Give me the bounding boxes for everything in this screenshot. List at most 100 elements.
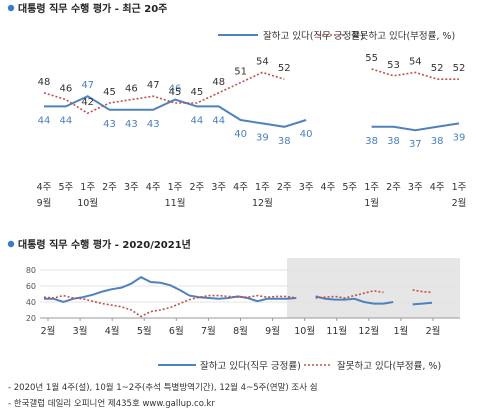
- chart1-plot: 44 44 47 43 43 43 46 44 44 40 39 38 40 38 38 37 38 39 48 46…: [37, 53, 467, 209]
- legend2-approve-label: 잘하고 있다(직무 긍정률): [200, 360, 301, 372]
- x-month-label: 7월: [201, 325, 216, 337]
- disapprove-line-1-seg0: [43, 71, 285, 115]
- x-month-label: 3월: [73, 325, 88, 337]
- approve-label-1: 37: [409, 139, 422, 150]
- x-month-tick: 9월: [37, 197, 52, 209]
- approve-label-1: 44: [191, 115, 204, 126]
- legend1-disapprove-label: 잘못하고 있다(부정률, %): [351, 30, 455, 42]
- x-week-tick: 1주: [80, 182, 95, 193]
- disapprove-line-1-seg1: [371, 68, 459, 80]
- x-month-tick: 10월: [77, 197, 98, 209]
- note-1: - 2020년 1월 4주(설), 10월 1~2주(추석 특별방역기간), 1…: [8, 382, 318, 393]
- approve-label-1: 47: [81, 80, 94, 91]
- x-month-tick: 11월: [165, 197, 186, 209]
- x-week-tick: 1주: [255, 182, 270, 193]
- disapprove-line-2-seg1: [315, 289, 384, 299]
- x-month-label: 5월: [137, 325, 152, 337]
- legend1-approve-label: 잘하고 있다(직무 긍정률): [263, 30, 364, 42]
- x-week-tick: 4주: [146, 182, 161, 193]
- approve-label-1: 38: [365, 136, 378, 147]
- x-week-tick: 5주: [342, 182, 357, 193]
- approve-label-1: 39: [256, 132, 269, 143]
- chart2-plot: 20 40 60 80 2월 3월 4월 5월 6월 7월 8월 9월 10월 11월 12월 1월 2월: [26, 258, 460, 337]
- approve-label-1: 43: [103, 119, 116, 130]
- x-month-label: 2월: [41, 325, 56, 337]
- disapprove-label-1: 54: [409, 56, 422, 67]
- approve-line-2-seg2: [412, 301, 433, 306]
- x-week-tick: 2주: [102, 182, 117, 193]
- x-week-tick: 4주: [37, 182, 52, 193]
- approve-label-1: 43: [147, 119, 160, 130]
- x-week-tick: 3주: [124, 182, 139, 193]
- disapprove-line-2-seg0: [43, 294, 297, 318]
- x-month-label: 6월: [169, 325, 184, 337]
- x-month-tick: 12월: [252, 197, 273, 209]
- disapprove-label-1: 54: [256, 56, 269, 67]
- x-month-label: 4월: [105, 325, 120, 337]
- x-week-tick: 3주: [299, 182, 314, 193]
- recent-period-shade: [287, 258, 460, 318]
- x-month-label: 2월: [426, 325, 441, 337]
- title-bullet-2: [7, 240, 15, 248]
- x-week-tick: 5주: [58, 182, 73, 193]
- y-tick-label: 40: [26, 298, 36, 307]
- x-week-tick: 4주: [321, 182, 336, 193]
- disapprove-label-1: 45: [191, 87, 204, 98]
- disapprove-label-1: 52: [431, 63, 444, 74]
- approve-label-1: 38: [431, 136, 444, 147]
- disapprove-label-1: 46: [59, 84, 72, 95]
- chart2-title: 대통령 직무 수행 평가 - 2020/2021년: [18, 238, 191, 251]
- y-tick-label: 80: [26, 266, 36, 275]
- x-month-label: 12월: [358, 325, 379, 337]
- approve-label-1: 38: [278, 136, 291, 147]
- approve-label-1: 44: [59, 115, 72, 126]
- x-week-tick: 3주: [408, 182, 423, 193]
- approve-label-1: 46: [169, 84, 182, 95]
- legend2-disapprove-label: 잘못하고 있다(부정률, %): [337, 360, 441, 372]
- approve-label-1: 44: [38, 115, 51, 126]
- approve-line-2-seg0: [44, 276, 297, 304]
- x-week-tick: 1주: [168, 182, 183, 193]
- y-tick-label: 60: [26, 282, 36, 291]
- x-month-label: 11월: [326, 325, 347, 337]
- disapprove-label-1: 52: [453, 63, 466, 74]
- disapprove-label-1: 47: [147, 80, 160, 91]
- approve-label-1: 43: [125, 119, 138, 130]
- approve-label-1: 38: [387, 136, 400, 147]
- disapprove-label-1: 48: [212, 77, 225, 88]
- x-week-tick: 4주: [233, 182, 248, 193]
- x-month-label: 8월: [233, 325, 248, 337]
- approve-line-2-seg1: [315, 295, 394, 305]
- x-week-tick: 3주: [211, 182, 226, 193]
- approve-label-1: 40: [234, 129, 247, 140]
- x-week-tick: 2주: [277, 182, 292, 193]
- disapprove-line-2-seg2: [412, 289, 433, 294]
- x-month-label: 1월: [394, 325, 409, 337]
- disapprove-label-1: 45: [103, 87, 116, 98]
- disapprove-label-1: 42: [81, 97, 94, 108]
- x-month-label: 10월: [294, 325, 315, 337]
- approve-label-1: 44: [212, 115, 225, 126]
- disapprove-label-1: 48: [38, 77, 51, 88]
- x-week-tick: 2주: [386, 182, 401, 193]
- disapprove-label-1: 53: [387, 60, 400, 71]
- y-tick-label: 20: [26, 314, 36, 323]
- x-month-tick: 1월: [364, 197, 379, 209]
- disapprove-label-1: 55: [365, 53, 378, 64]
- x-week-tick: 1주: [364, 182, 379, 193]
- x-week-tick: 2주: [189, 182, 204, 193]
- disapprove-label-1: 52: [278, 63, 291, 74]
- disapprove-label-1: 45: [169, 87, 182, 98]
- x-month-tick: 2월: [452, 197, 467, 209]
- approve-line-1-seg0: [44, 95, 307, 128]
- x-month-label: 9월: [265, 325, 280, 337]
- disapprove-label-1: 46: [125, 84, 138, 95]
- disapprove-label-1: 51: [234, 67, 247, 78]
- approve-label-1: 39: [453, 132, 466, 143]
- note-2: - 한국갤럽 데일리 오피니언 제435호 www.gallup.co.kr: [8, 398, 215, 409]
- approve-line-1-seg1: [371, 122, 460, 132]
- chart1-title: 대통령 직무 수행 평가 - 최근 20주: [18, 2, 167, 15]
- approve-label-1: 40: [300, 129, 313, 140]
- x-week-tick: 4주: [430, 182, 445, 193]
